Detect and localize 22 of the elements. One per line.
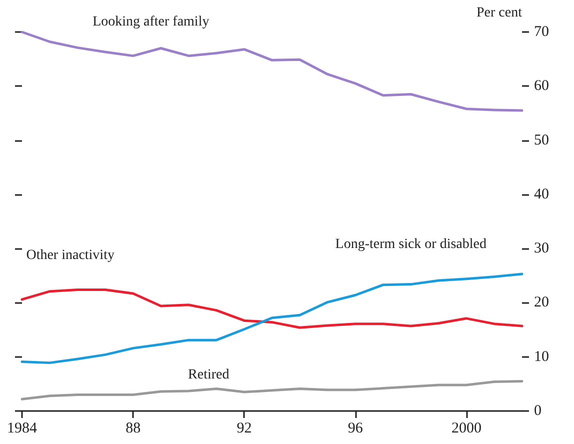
series-label: Retired	[188, 367, 230, 382]
x-tick-label: 1984	[7, 420, 38, 436]
line-series	[20, 288, 524, 329]
y-tick-label: 20	[534, 294, 549, 311]
x-tick-label: 92	[236, 420, 252, 436]
y-tick-label: 10	[534, 348, 549, 365]
line-series	[20, 272, 524, 364]
y-tick-label: 50	[534, 132, 549, 148]
y-tick-label: 0	[534, 403, 542, 419]
y-tick-label: 60	[534, 78, 549, 94]
series-label: Other inactivity	[26, 248, 114, 264]
series-label: Long-term sick or disabled	[335, 236, 487, 252]
y-axis-title: Per cent	[476, 6, 522, 20]
y-tick-label: 30	[534, 240, 549, 257]
y-tick-label: 40	[534, 186, 549, 202]
x-tick-label: 96	[348, 420, 364, 436]
series-label: Looking after family	[92, 14, 210, 30]
y-tick-label: 70	[534, 24, 549, 40]
line-series	[20, 380, 524, 400]
x-tick-label: 88	[126, 420, 141, 436]
line-series	[20, 30, 524, 112]
x-tick-label: 2000	[451, 420, 482, 436]
